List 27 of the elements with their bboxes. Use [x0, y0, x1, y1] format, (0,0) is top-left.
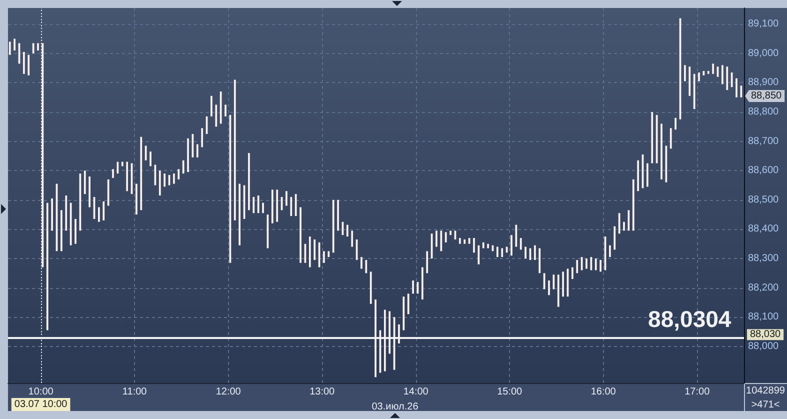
x-tick-label: 10:00 [28, 386, 54, 398]
y-tick-label: 88,900 [748, 77, 780, 88]
x-tick-label: 12:00 [216, 386, 242, 398]
x-tick-label: 11:00 [122, 386, 148, 398]
y-tick-label: 88,500 [748, 194, 780, 206]
text: 1042899 [746, 386, 786, 396]
y-tick-label: 88,300 [748, 252, 780, 264]
x-axis-title: 03.июл.26 [372, 401, 419, 412]
annotation: 88,0304 [648, 306, 732, 332]
y-tick-label: 88,600 [748, 165, 780, 176]
y-tick-label: 88,400 [748, 224, 780, 235]
y-tick-label: 89,100 [748, 18, 780, 30]
y-tick-label: 88,200 [748, 282, 780, 294]
x-tick-label: 17:00 [684, 386, 710, 398]
ref-line-label: 03.07 10:00 [14, 399, 68, 410]
y-tick-label: 88,100 [748, 312, 780, 323]
ref-line-label: 88,030 [750, 329, 782, 340]
x-tick-label: 15:00 [497, 386, 523, 398]
x-tick-label: 14:00 [403, 386, 429, 398]
y-tick-label: 88,800 [748, 106, 780, 118]
text: 88,850 [751, 90, 782, 102]
x-tick-label: 16:00 [590, 386, 616, 398]
text: >471< [751, 400, 780, 410]
x-tick-label: 13:00 [310, 386, 336, 398]
y-tick-label: 88,000 [748, 340, 780, 352]
y-tick-label: 88,700 [748, 136, 780, 147]
y-tick-label: 89,000 [748, 48, 780, 59]
